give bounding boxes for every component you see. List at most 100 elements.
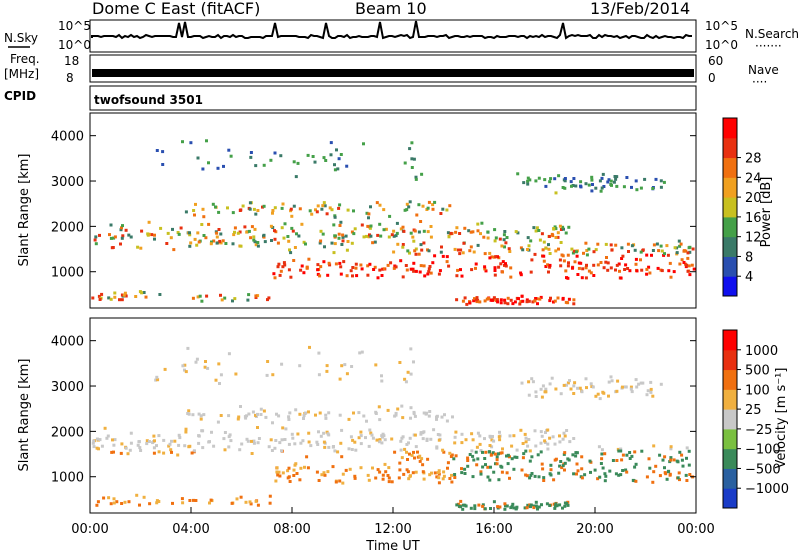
heatmap-cell bbox=[219, 293, 222, 297]
heatmap-cell bbox=[348, 467, 352, 471]
heatmap-cell bbox=[542, 240, 546, 244]
heatmap-cell bbox=[128, 448, 132, 452]
heatmap-cell bbox=[381, 473, 385, 477]
heatmap-cell bbox=[119, 242, 122, 246]
heatmap-cell bbox=[331, 465, 335, 469]
heatmap-cell bbox=[472, 458, 476, 462]
colorbar-swatch bbox=[723, 448, 737, 469]
heatmap-cell bbox=[145, 439, 149, 443]
heatmap-cell bbox=[223, 448, 227, 452]
heatmap-cell bbox=[455, 298, 459, 302]
heatmap-cell bbox=[323, 204, 327, 208]
heatmap-cell bbox=[599, 462, 603, 465]
heatmap-cell bbox=[525, 506, 529, 510]
noise-right-tick-bottom: 10^0 bbox=[705, 38, 738, 52]
heatmap-cell bbox=[273, 151, 277, 155]
heatmap-cell bbox=[410, 157, 414, 161]
heatmap-cell bbox=[612, 180, 616, 184]
heatmap-cell bbox=[680, 458, 684, 462]
heatmap-cell bbox=[286, 235, 290, 238]
heatmap-cell bbox=[429, 225, 433, 228]
heatmap-cell bbox=[208, 501, 211, 505]
heatmap-cell bbox=[615, 389, 619, 393]
heatmap-cell bbox=[409, 416, 412, 420]
heatmap-cell bbox=[233, 230, 236, 234]
heatmap-cell bbox=[152, 434, 156, 438]
heatmap-cell bbox=[614, 177, 618, 181]
heatmap-cell bbox=[533, 474, 537, 478]
heatmap-cell bbox=[335, 148, 338, 152]
heatmap-cell bbox=[256, 441, 260, 445]
heatmap-cell bbox=[378, 222, 382, 226]
heatmap-cell bbox=[227, 445, 231, 449]
heatmap-cell bbox=[560, 466, 564, 470]
heatmap-cell bbox=[217, 228, 221, 231]
heatmap-cell bbox=[439, 212, 443, 215]
heatmap-cell bbox=[456, 268, 460, 272]
heatmap-cell bbox=[383, 438, 387, 442]
heatmap-cell bbox=[561, 464, 565, 468]
heatmap-cell bbox=[452, 457, 456, 461]
heatmap-cell bbox=[340, 455, 344, 459]
heatmap-cell bbox=[339, 265, 343, 269]
heatmap-cell bbox=[579, 185, 583, 189]
heatmap-cell bbox=[623, 268, 627, 271]
heatmap-cell bbox=[196, 231, 200, 235]
heatmap-cell bbox=[484, 269, 488, 273]
heatmap-cell bbox=[546, 428, 550, 432]
heatmap-cell bbox=[248, 500, 252, 504]
heatmap-cell bbox=[280, 438, 284, 442]
heatmap-cell bbox=[458, 232, 462, 235]
heatmap-cell bbox=[344, 234, 348, 238]
heatmap-cell bbox=[252, 238, 256, 242]
heatmap-cell bbox=[263, 240, 267, 244]
heatmap-cell bbox=[201, 167, 205, 171]
heatmap-cell bbox=[598, 179, 602, 183]
heatmap-cell bbox=[409, 474, 412, 478]
heatmap-cell bbox=[110, 246, 114, 250]
heatmap-cell bbox=[625, 470, 629, 474]
heatmap-cell bbox=[273, 206, 277, 210]
heatmap-cell bbox=[350, 241, 354, 245]
heatmap-cell bbox=[193, 237, 197, 241]
heatmap-cell bbox=[621, 385, 624, 389]
heatmap-cell bbox=[253, 227, 257, 231]
heatmap-cell bbox=[274, 439, 278, 442]
heatmap-cell bbox=[272, 272, 276, 276]
heatmap-cell bbox=[688, 245, 692, 249]
heatmap-cell bbox=[584, 182, 588, 186]
heatmap-cell bbox=[265, 373, 269, 377]
heatmap-cell bbox=[495, 298, 499, 302]
heatmap-cell bbox=[534, 229, 538, 233]
heatmap-cell bbox=[313, 160, 317, 164]
heatmap-cell bbox=[387, 476, 391, 480]
heatmap-cell bbox=[648, 271, 652, 275]
nave-label-dots: ···· bbox=[752, 75, 767, 89]
heatmap-cell bbox=[351, 438, 355, 442]
heatmap-cell bbox=[338, 203, 342, 207]
heatmap-cell bbox=[155, 501, 159, 505]
heatmap-cell bbox=[241, 204, 245, 208]
heatmap-cell bbox=[381, 432, 385, 436]
heatmap-cell bbox=[539, 387, 543, 391]
heatmap-cell bbox=[498, 451, 502, 455]
heatmap-cell bbox=[292, 259, 296, 262]
heatmap-cell bbox=[600, 448, 604, 452]
heatmap-cell bbox=[317, 373, 321, 377]
heatmap-cell bbox=[113, 235, 117, 239]
heatmap-cell bbox=[532, 226, 536, 230]
heatmap-cell bbox=[421, 437, 425, 441]
x-tick-label: 20:00 bbox=[576, 522, 613, 537]
heatmap-cell bbox=[426, 206, 430, 210]
heatmap-cell bbox=[299, 268, 303, 272]
heatmap-cell bbox=[307, 431, 311, 435]
heatmap-cell bbox=[256, 412, 259, 416]
heatmap-cell bbox=[124, 294, 128, 298]
heatmap-cell bbox=[447, 264, 451, 268]
heatmap-cell bbox=[549, 177, 553, 181]
heatmap-cell bbox=[220, 298, 224, 302]
heatmap-cell bbox=[494, 236, 498, 240]
heatmap-cell bbox=[429, 235, 433, 239]
heatmap-cell bbox=[429, 271, 433, 275]
